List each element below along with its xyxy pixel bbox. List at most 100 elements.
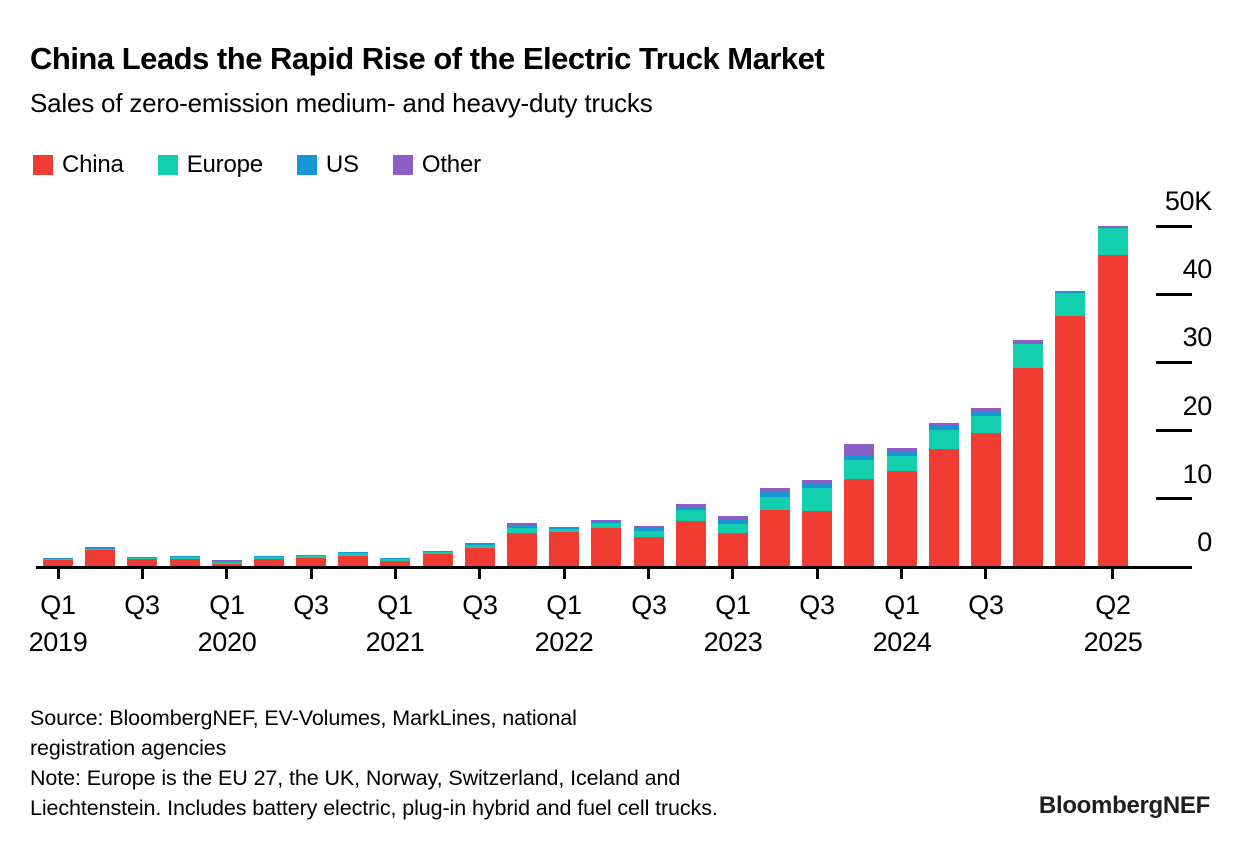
x-axis-quarter-label: Q3	[293, 590, 329, 620]
china-segment	[1013, 368, 1043, 566]
bar-q1-2024	[887, 448, 917, 566]
y-axis-tick-mark	[1156, 497, 1192, 501]
bar-q3-2022	[634, 526, 664, 566]
legend: China Europe US Other	[33, 151, 481, 179]
china-segment	[254, 558, 284, 566]
us-swatch-icon	[296, 155, 317, 175]
us-segment	[971, 411, 1001, 416]
us-segment	[591, 521, 621, 524]
other-segment	[507, 523, 537, 526]
x-axis-quarter-label: Q1	[546, 590, 582, 620]
y-axis-label: 10	[1182, 458, 1213, 489]
legend-label: Europe	[186, 151, 263, 178]
bar-q1-2021	[380, 558, 410, 566]
x-axis-tick-mark	[141, 569, 144, 579]
china-segment	[634, 536, 664, 566]
bar-q2-2021	[423, 551, 453, 566]
us-segment	[929, 426, 959, 431]
europe-segment	[43, 558, 73, 560]
us-segment	[1013, 342, 1043, 345]
europe-segment	[929, 430, 959, 449]
china-segment	[549, 531, 579, 566]
legend-label: China	[62, 151, 124, 178]
bar-q4-2019	[170, 555, 200, 566]
china-segment	[676, 520, 706, 566]
legend-item-china: China	[33, 151, 124, 179]
us-segment	[1055, 291, 1085, 293]
other-segment	[1098, 225, 1128, 227]
bar-q3-2020	[296, 555, 326, 566]
us-segment	[43, 557, 73, 559]
us-segment	[634, 528, 664, 532]
x-axis-tick-mark	[900, 569, 903, 579]
china-segment	[212, 563, 242, 566]
china-segment	[507, 533, 537, 566]
us-segment	[507, 525, 537, 529]
europe-segment	[465, 545, 495, 548]
x-axis-tick-mark	[310, 569, 313, 579]
china-segment	[1098, 255, 1128, 566]
bar-q4-2021	[507, 523, 537, 566]
china-segment	[170, 558, 200, 566]
china-segment	[760, 510, 790, 566]
europe-segment	[802, 487, 832, 511]
europe-segment	[85, 548, 115, 550]
x-axis-tick-mark	[731, 569, 734, 579]
europe-segment	[507, 528, 537, 534]
bar-q1-2022	[549, 526, 579, 566]
x-axis-tick-mark	[816, 569, 819, 579]
page-title: China Leads the Rapid Rise of the Electr…	[30, 41, 825, 76]
europe-segment	[380, 559, 410, 561]
y-axis-tick-mark	[1156, 292, 1192, 296]
us-segment	[380, 558, 410, 559]
china-segment	[844, 479, 874, 566]
page-subtitle: Sales of zero-emission medium- and heavy…	[30, 88, 653, 118]
x-axis-tick-mark	[1111, 569, 1114, 579]
legend-label: Other	[421, 151, 481, 178]
europe-swatch-icon	[157, 155, 178, 175]
china-segment	[85, 549, 115, 566]
x-axis-year-label: 2024	[872, 627, 932, 657]
us-segment	[887, 451, 917, 457]
us-segment	[127, 556, 157, 558]
x-axis-tick-mark	[394, 569, 397, 579]
bar-q4-2023	[844, 444, 874, 566]
europe-segment	[844, 459, 874, 480]
europe-segment	[338, 552, 368, 557]
bar-q2-2024	[929, 422, 959, 566]
other-segment	[634, 526, 664, 529]
other-segment	[844, 444, 874, 455]
bar-q3-2023	[802, 480, 832, 566]
europe-segment	[127, 557, 157, 560]
x-axis-tick-mark	[225, 569, 228, 579]
europe-segment	[971, 415, 1001, 433]
x-axis-quarter-label: Q3	[124, 590, 160, 620]
china-segment	[1055, 316, 1085, 566]
bar-q1-2023	[718, 516, 748, 566]
europe-segment	[254, 557, 284, 559]
x-axis-quarter-label: Q3	[631, 590, 667, 620]
other-segment	[85, 546, 115, 548]
us-segment	[549, 527, 579, 530]
x-axis-quarter-label: Q1	[715, 590, 751, 620]
bloombergnef-logo: BloombergNEF	[1038, 792, 1210, 819]
y-axis-label: 50K	[1164, 186, 1212, 216]
note-text: Note: Europe is the EU 27, the UK, Norwa…	[30, 766, 681, 790]
europe-segment	[1098, 227, 1128, 255]
x-axis-tick-mark	[563, 569, 566, 579]
other-segment	[929, 422, 959, 427]
europe-segment	[718, 524, 748, 533]
x-axis-quarter-label: Q1	[377, 590, 413, 620]
legend-item-other: Other	[392, 151, 481, 179]
us-segment	[338, 551, 368, 553]
us-segment	[802, 483, 832, 488]
china-segment	[887, 470, 917, 566]
x-axis-quarter-label: Q1	[40, 590, 76, 620]
us-segment	[212, 561, 242, 563]
y-axis-label: 30	[1182, 322, 1213, 353]
x-axis-tick-mark	[647, 569, 650, 579]
bar-q4-2020	[338, 551, 368, 566]
china-segment	[591, 527, 621, 566]
bar-q2-2025	[1098, 225, 1128, 566]
